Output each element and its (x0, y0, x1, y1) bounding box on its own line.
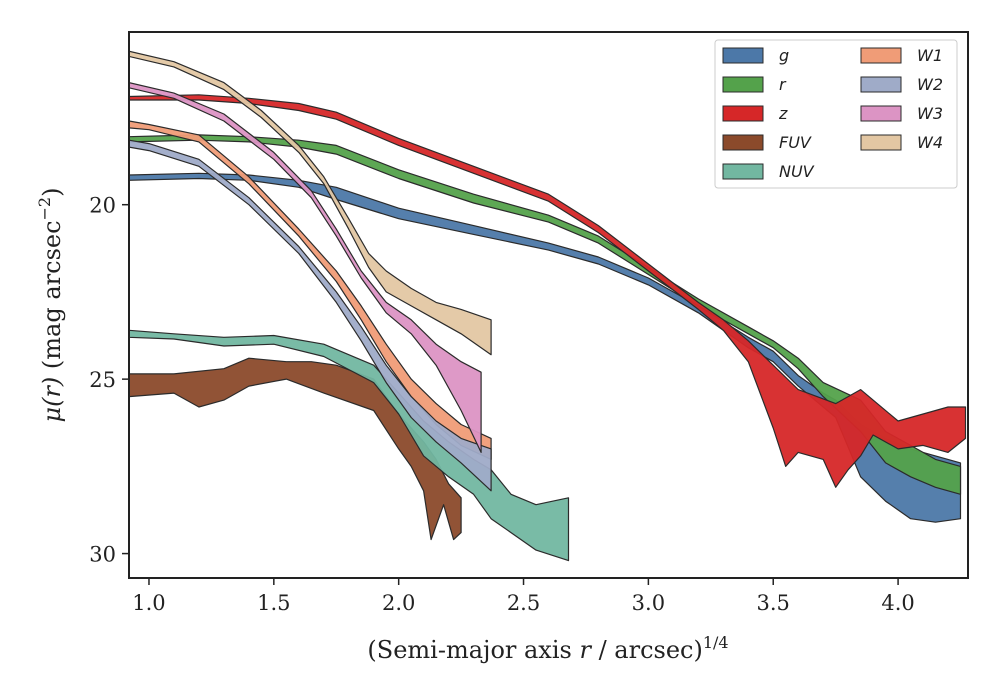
y-axis-ticks: 20 25 30 (89, 194, 129, 567)
legend-label-g: g (779, 46, 789, 65)
x-tick-label: 3.5 (757, 591, 790, 615)
legend-label-w4: W4 (917, 133, 943, 152)
x-tick-label: 2.5 (507, 591, 540, 615)
series-layer (129, 50, 967, 562)
legend-swatch-r (722, 76, 764, 93)
series-band-w3 (129, 81, 482, 453)
x-tick-label: 1.5 (257, 591, 290, 615)
legend-label-w2: W2 (917, 75, 943, 94)
x-tick-label: 3.0 (632, 591, 665, 615)
y-axis-label: μ(r) (mag arcsec−2) (35, 188, 66, 423)
x-tick-label: 2.0 (382, 591, 415, 615)
y-tick-label: 20 (89, 194, 116, 218)
legend-label-r: r (779, 75, 787, 94)
x-axis-ticks: 1.0 1.5 2.0 2.5 3.0 3.5 4.0 (132, 578, 915, 615)
legend-items: grz FUV NUV W1 W2 W3 W4 (722, 46, 943, 181)
series-band-w2 (129, 139, 492, 492)
legend-label-z: z (778, 104, 788, 123)
series-band-w4 (129, 50, 492, 356)
series-band-g (129, 172, 962, 523)
legend-label-w3: W3 (917, 104, 943, 123)
legend-swatch-w2 (860, 76, 902, 93)
x-tick-label: 1.0 (132, 591, 165, 615)
legend-label-nuv: NUV (779, 162, 815, 181)
legend: grz FUV NUV W1 W2 W3 W4 (714, 39, 958, 189)
legend-swatch-w1 (860, 47, 902, 64)
y-tick-label: 30 (89, 543, 116, 567)
legend-swatch-w4 (860, 134, 902, 151)
y-tick-label: 25 (89, 368, 116, 392)
series-band-r (129, 134, 962, 495)
series-band-fuv (129, 357, 462, 541)
x-axis-label: (Semi-major axis r / arcsec)1/4 (367, 633, 728, 664)
legend-swatch-g (722, 47, 764, 64)
legend-swatch-nuv (722, 163, 764, 180)
legend-label-w1: W1 (917, 46, 943, 65)
series-band-w1 (129, 120, 492, 460)
x-tick-label: 4.0 (881, 591, 914, 615)
legend-swatch-z (722, 105, 764, 122)
legend-label-fuv: FUV (779, 133, 812, 152)
series-band-z (129, 94, 967, 488)
legend-swatch-fuv (722, 134, 764, 151)
series-band-nuv (129, 329, 570, 562)
plot-frame (128, 31, 969, 579)
legend-swatch-w3 (860, 105, 902, 122)
